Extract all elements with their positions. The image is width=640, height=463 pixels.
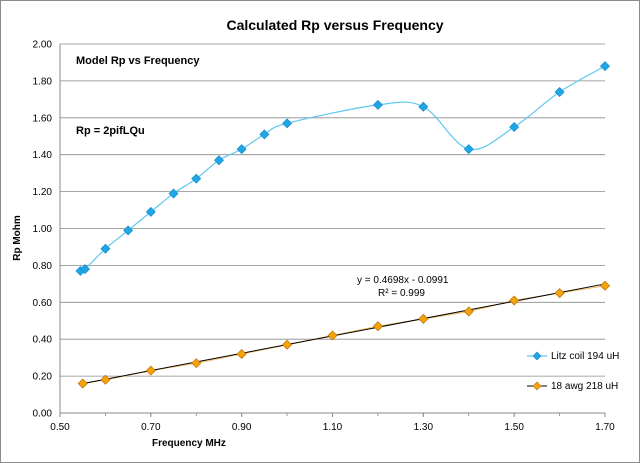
y-tick-label: 0.80 xyxy=(33,261,53,272)
data-point-litz xyxy=(372,99,383,110)
data-point-18awg xyxy=(236,348,247,359)
y-axis-title: Rp Mohm xyxy=(12,215,23,261)
data-point-18awg xyxy=(282,339,293,350)
data-point-18awg xyxy=(327,330,338,341)
data-point-litz xyxy=(168,188,179,199)
y-tick-label: 1.00 xyxy=(33,224,53,235)
data-point-18awg xyxy=(100,374,111,385)
x-tick-label: 0.70 xyxy=(141,422,161,433)
legend-marker-litz xyxy=(532,351,542,361)
legend: Litz coil 194 uH 18 awg 218 uH xyxy=(527,351,619,392)
legend-marker-18awg xyxy=(532,381,542,391)
data-point-18awg xyxy=(145,365,156,376)
data-point-litz xyxy=(236,144,247,155)
data-point-18awg xyxy=(77,378,88,389)
y-tick-label: 0.60 xyxy=(33,298,53,309)
y-tick-label: 0.00 xyxy=(33,409,53,420)
data-point-litz xyxy=(463,144,474,155)
x-tick-label: 1.70 xyxy=(595,422,615,433)
annotation-formula: Rp = 2pifLQu xyxy=(76,125,145,137)
grid xyxy=(60,43,605,377)
y-tick-label: 1.20 xyxy=(33,187,53,198)
series-layer xyxy=(75,61,610,389)
data-point-litz xyxy=(509,122,520,133)
legend-label-18awg: 18 awg 218 uH xyxy=(551,381,618,392)
chart-title: Calculated Rp versus Frequency xyxy=(226,17,443,33)
data-point-18awg xyxy=(191,358,202,369)
x-tick-label: 0.90 xyxy=(232,422,252,433)
y-tick-labels: 0.00 0.20 0.40 0.60 0.80 1.00 1.20 1.40 1.60 1.80… xyxy=(33,40,53,420)
data-point-18awg xyxy=(509,295,520,306)
y-tick-label: 0.20 xyxy=(33,372,53,383)
data-point-litz xyxy=(282,118,293,129)
x-tick-label: 1.30 xyxy=(414,422,434,433)
data-point-18awg xyxy=(463,306,474,317)
data-point-litz xyxy=(191,173,202,184)
y-tick-label: 1.80 xyxy=(33,76,53,87)
x-tick-labels: 0.50 0.70 0.90 1.10 1.30 1.50 1.70 xyxy=(50,422,615,433)
x-tick-label: 0.50 xyxy=(50,422,70,433)
data-point-litz xyxy=(600,61,610,72)
data-point-litz xyxy=(418,101,429,112)
data-point-18awg xyxy=(600,280,610,291)
axes xyxy=(59,44,606,417)
data-point-18awg xyxy=(418,313,429,324)
legend-label-litz: Litz coil 194 uH xyxy=(551,351,619,362)
data-point-18awg xyxy=(372,321,383,332)
annotation-trend-equation: y = 0.4698x - 0.0991 xyxy=(357,275,449,286)
annotation-r-squared: R² = 0.999 xyxy=(378,288,425,299)
data-point-litz xyxy=(123,225,134,236)
data-point-litz xyxy=(145,206,156,217)
x-tick-label: 1.50 xyxy=(504,422,524,433)
data-point-litz xyxy=(100,243,111,254)
y-tick-label: 1.40 xyxy=(33,150,53,161)
series-line-litz xyxy=(80,65,606,272)
y-tick-label: 0.40 xyxy=(33,335,53,346)
data-point-litz xyxy=(554,86,565,97)
data-point-litz xyxy=(213,155,224,166)
annotation-model: Model Rp vs Frequency xyxy=(76,55,200,67)
x-axis-title: Frequency MHz xyxy=(152,438,226,449)
trendline-18awg xyxy=(82,283,606,385)
data-point-18awg xyxy=(554,288,565,299)
data-point-litz xyxy=(259,129,270,140)
y-tick-label: 2.00 xyxy=(33,40,53,51)
y-tick-label: 1.60 xyxy=(33,113,53,124)
x-tick-label: 1.10 xyxy=(323,422,343,433)
data-point-litz xyxy=(79,264,90,275)
